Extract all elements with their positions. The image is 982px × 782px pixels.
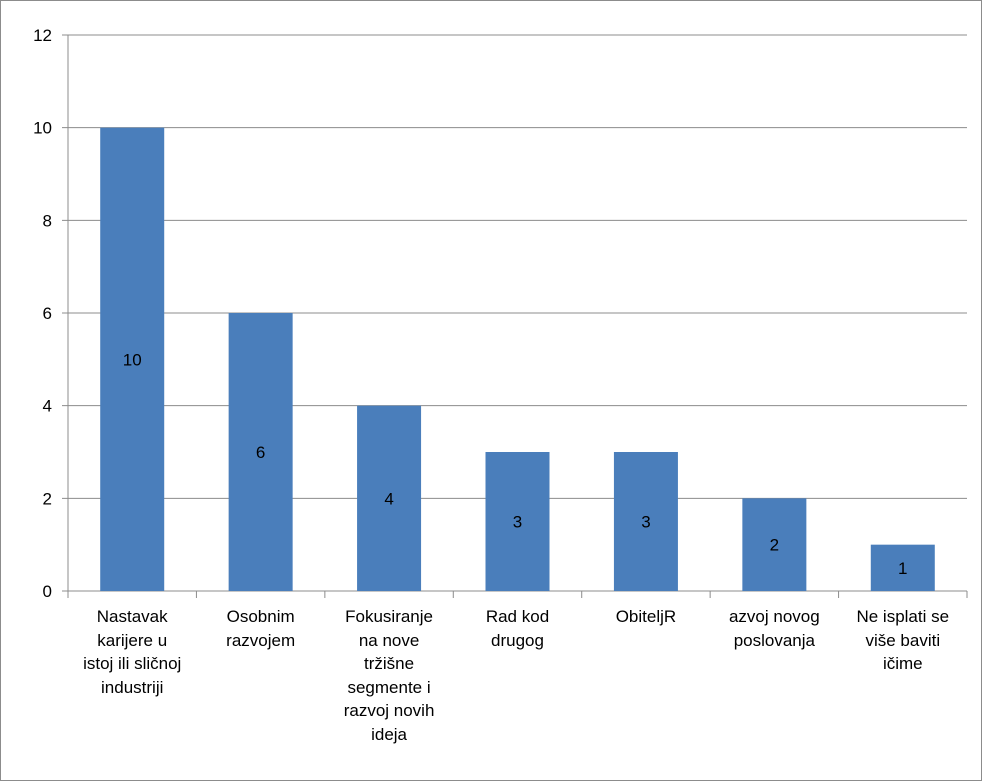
y-tick-label: 10 (33, 119, 52, 138)
category-label: azvoj novog poslovanja (728, 607, 820, 650)
bar (357, 405, 422, 591)
category-label: Rad kod drugog (485, 607, 550, 650)
y-tick-label: 8 (43, 211, 52, 230)
bar (485, 452, 550, 591)
data-label: 3 (513, 513, 522, 532)
category-label: Fokusiranje na nove tržišne segmente i r… (343, 607, 435, 744)
bar (870, 544, 935, 591)
data-label: 4 (384, 489, 393, 508)
bar (228, 313, 293, 591)
category-label: ObiteljR (615, 607, 677, 626)
y-tick-label: 12 (33, 26, 52, 45)
data-label: 10 (123, 350, 142, 369)
y-tick-label: 6 (43, 304, 52, 323)
data-label: 6 (256, 443, 265, 462)
bar (742, 498, 807, 591)
data-label: 3 (641, 513, 650, 532)
category-label: Ne isplati se više baviti ičime (856, 607, 950, 673)
y-tick-label: 0 (43, 582, 52, 601)
data-label: 2 (770, 536, 779, 555)
y-tick-label: 4 (43, 397, 52, 416)
y-tick-label: 2 (43, 489, 52, 508)
bar (100, 127, 165, 592)
category-label: Osobnim razvojem (226, 607, 296, 650)
category-label: Nastavak karijere u istoj ili sličnoj in… (83, 607, 182, 697)
data-label: 1 (898, 559, 907, 578)
bar (613, 452, 678, 591)
